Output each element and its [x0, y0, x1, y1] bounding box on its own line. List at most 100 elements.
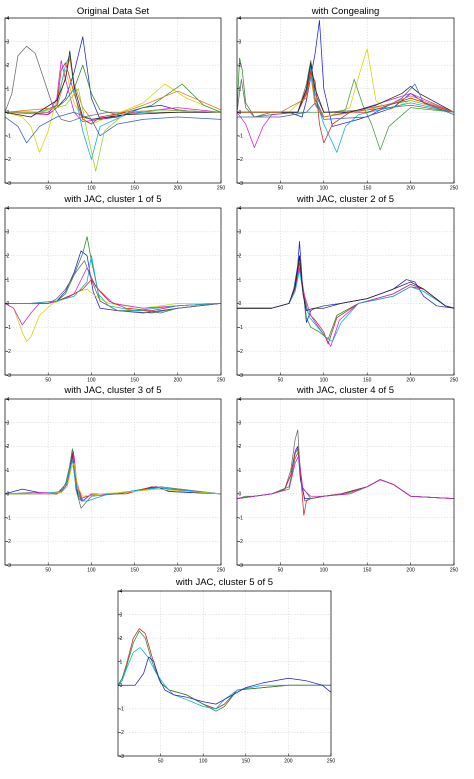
- series-line-4: [237, 267, 454, 347]
- series-group: [5, 236, 221, 342]
- chart-panel-2: with Congealing 50 100 150 200 250 -3 -2 -1 0 1 2 3 4: [236, 6, 459, 192]
- y-tick-label: 3: [7, 39, 10, 45]
- y-tick-label: -1: [7, 325, 12, 331]
- x-tick-label: 200: [406, 186, 415, 192]
- y-tick-label: -3: [7, 181, 12, 187]
- chart-panel-5: with JAC, cluster 3 of 5 50 100 150 200 250 -3…: [4, 385, 226, 574]
- series-line-4: [237, 450, 454, 499]
- y-tick-label: 3: [239, 230, 242, 236]
- series-group: [237, 19, 454, 153]
- y-tick-label: 4: [239, 206, 242, 212]
- x-tick-label: 250: [450, 186, 459, 192]
- y-tick-label: 2: [239, 444, 242, 450]
- series-line-1: [118, 628, 331, 710]
- y-tick-label: 1: [7, 87, 10, 93]
- x-tick-label: 250: [450, 378, 459, 384]
- series-line-3: [5, 69, 221, 153]
- x-tick-label: 250: [217, 568, 226, 574]
- x-tick-label: 200: [406, 378, 415, 384]
- series-line-2: [237, 257, 454, 340]
- series-line-5: [237, 269, 454, 342]
- y-tick-label: 0: [7, 301, 10, 307]
- y-tick-label: 4: [7, 397, 10, 403]
- y-tick-label: 3: [120, 612, 123, 618]
- x-tick-label: 200: [174, 378, 183, 384]
- x-tick-label: 50: [45, 186, 51, 192]
- y-tick-label: -1: [7, 134, 12, 140]
- y-tick-label: 3: [239, 39, 242, 45]
- y-tick-label: 1: [120, 660, 123, 666]
- panel-title: with JAC, cluster 5 of 5: [175, 577, 273, 588]
- series-line-11: [237, 74, 454, 118]
- series-line-5: [5, 267, 221, 326]
- series-line-6: [5, 460, 221, 502]
- y-tick-label: 0: [239, 110, 242, 116]
- series-line-1: [237, 429, 454, 502]
- x-tick-label: 100: [320, 568, 329, 574]
- series-line-3: [237, 262, 454, 345]
- panel-title: with JAC, cluster 1 of 5: [63, 194, 161, 205]
- x-tick-label: 50: [45, 568, 51, 574]
- axes-frame: [117, 590, 332, 757]
- series-group: [237, 241, 454, 347]
- series-line-9: [5, 50, 221, 120]
- y-tick-label: -3: [239, 563, 244, 569]
- x-tick-label: 200: [284, 759, 293, 765]
- x-tick-label: 200: [174, 186, 183, 192]
- y-tick-label: 4: [120, 589, 123, 595]
- y-tick-label: 2: [7, 444, 10, 450]
- y-tick-label: 0: [239, 301, 242, 307]
- chart-panel-4: with JAC, cluster 2 of 5 50 100 150 200 250 -3…: [236, 194, 459, 384]
- y-tick-label: 2: [239, 63, 242, 69]
- panel-title: Original Data Set: [77, 6, 150, 17]
- y-tick-label: 3: [7, 230, 10, 236]
- series-group: [5, 448, 221, 509]
- x-tick-label: 50: [278, 378, 284, 384]
- y-tick-label: 2: [7, 254, 10, 260]
- x-tick-label: 150: [363, 568, 372, 574]
- series-line-7: [237, 71, 454, 144]
- series-line-1: [5, 236, 221, 314]
- y-tick-label: -3: [120, 754, 125, 760]
- y-tick-label: -1: [239, 325, 244, 331]
- y-tick-label: -2: [7, 539, 12, 545]
- x-tick-label: 150: [130, 568, 139, 574]
- series-line-10: [237, 83, 454, 120]
- y-tick-label: 0: [120, 683, 123, 689]
- panel-title: with JAC, cluster 3 of 5: [63, 385, 161, 396]
- series-line-3: [5, 288, 221, 342]
- chart-panel-6: with JAC, cluster 4 of 5 50 100 150 200 250 -3…: [236, 385, 459, 574]
- series-line-2: [237, 57, 454, 118]
- y-tick-label: -1: [239, 134, 244, 140]
- series-line-6: [5, 62, 221, 125]
- y-tick-label: -2: [7, 157, 12, 163]
- x-tick-label: 200: [174, 568, 183, 574]
- x-tick-label: 250: [217, 378, 226, 384]
- series-line-5: [5, 64, 221, 116]
- series-line-7: [5, 462, 221, 497]
- y-tick-label: -1: [120, 707, 125, 713]
- x-tick-label: 150: [363, 378, 372, 384]
- y-tick-label: 4: [239, 397, 242, 403]
- y-tick-label: 1: [239, 468, 242, 474]
- series-line-1: [5, 36, 221, 120]
- series-line-7: [5, 255, 221, 311]
- y-tick-label: -2: [239, 539, 244, 545]
- x-tick-label: 250: [450, 568, 459, 574]
- y-tick-label: 1: [7, 277, 10, 283]
- x-tick-label: 100: [87, 186, 96, 192]
- x-tick-label: 150: [242, 759, 251, 765]
- y-tick-label: 1: [239, 87, 242, 93]
- x-tick-label: 50: [158, 759, 164, 765]
- axes-frame: [236, 398, 455, 566]
- y-tick-label: -3: [7, 373, 12, 379]
- y-tick-label: -2: [239, 349, 244, 355]
- series-line-4: [5, 55, 221, 160]
- y-tick-label: 2: [239, 254, 242, 260]
- axes-frame: [4, 17, 222, 184]
- series-group: [5, 36, 221, 172]
- x-tick-label: 150: [130, 378, 139, 384]
- series-line-2: [5, 45, 221, 123]
